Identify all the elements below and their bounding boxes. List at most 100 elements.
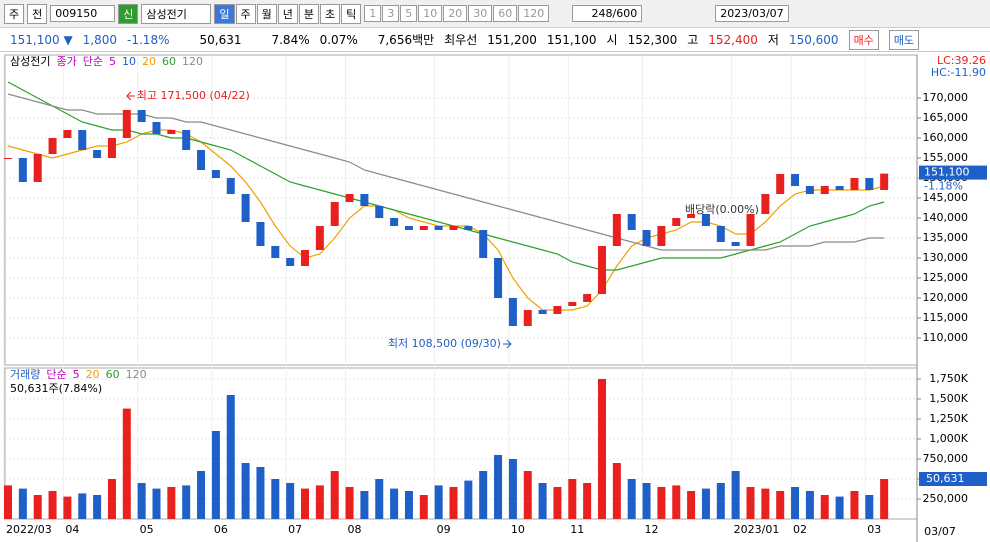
buy-button[interactable]: 매수	[848, 29, 879, 50]
candle	[93, 150, 102, 158]
period-button[interactable]: 틱	[341, 3, 362, 24]
period-button[interactable]: 일	[214, 3, 235, 24]
period-button[interactable]: 초	[320, 3, 341, 24]
volume-bar	[642, 483, 651, 519]
y-tick-label: 1,500K	[929, 392, 968, 405]
candle	[523, 310, 532, 326]
x-tick-label: 08	[348, 523, 362, 536]
period-button[interactable]: 년	[277, 3, 298, 24]
y-tick-label: 140,000	[923, 211, 969, 224]
ask: 151,200	[487, 32, 537, 47]
volume-bar	[449, 487, 458, 519]
volume-bar	[345, 487, 354, 519]
count-total: /600	[612, 7, 638, 20]
interval-button[interactable]: 120	[518, 5, 550, 22]
candle	[820, 186, 829, 194]
interval-button[interactable]: 60	[493, 5, 518, 22]
volume-bar	[271, 479, 280, 519]
count[interactable]: 248/600	[572, 5, 643, 22]
intervals: 1 3 5 10 20 30 60 120	[364, 5, 550, 22]
candle	[18, 158, 27, 182]
candle	[612, 214, 621, 246]
candle	[137, 110, 146, 122]
candle	[508, 298, 517, 326]
interval-button[interactable]: 5	[400, 5, 418, 22]
volume-bar	[761, 488, 770, 519]
volume-bar	[716, 483, 725, 519]
volume-bar	[568, 479, 577, 519]
legend-entry: 10	[122, 55, 136, 68]
arrow	[126, 91, 135, 101]
period-button[interactable]: 월	[256, 3, 277, 24]
high: 152,400	[708, 32, 758, 47]
candle	[553, 306, 562, 314]
y-tick-label: 130,000	[923, 251, 969, 264]
candle	[182, 130, 191, 150]
sell-button[interactable]: 매도	[888, 29, 920, 50]
date-input[interactable]: 2023/03/07	[715, 5, 789, 22]
interval-button[interactable]: 20	[443, 5, 468, 22]
y-tick-label: 160,000	[923, 131, 969, 144]
candle	[226, 178, 235, 194]
change-pct: -1.18%	[127, 32, 170, 47]
volume-bar	[687, 491, 696, 519]
amount: 7,656백만	[377, 33, 435, 47]
legend-entry: 5	[109, 55, 116, 68]
candle	[731, 242, 740, 246]
interval-button[interactable]: 3	[382, 5, 400, 22]
candle	[805, 186, 814, 194]
volume-bar	[479, 471, 488, 519]
y-tick-label: 135,000	[923, 231, 969, 244]
candle	[583, 294, 592, 302]
volume-bar	[4, 485, 12, 519]
candle	[687, 214, 696, 218]
code-input[interactable]: 009150	[50, 5, 116, 22]
price-box	[919, 165, 987, 180]
volume: 50,631	[199, 32, 242, 47]
volume-bar	[776, 491, 785, 519]
x-tick-label: 10	[511, 523, 525, 536]
legend-entry: 120	[126, 368, 147, 381]
high-label: 고	[687, 33, 699, 47]
candle	[122, 110, 131, 138]
volume-bar	[880, 479, 889, 519]
volume-bar	[63, 496, 72, 519]
legend-entry: 120	[182, 55, 203, 68]
legend-entry: 거래량	[10, 368, 40, 381]
chart: LC:39.26 HC:-11.90 03/07 110,000 115,000 1…	[3, 54, 987, 542]
last-date: 03/07	[924, 525, 956, 538]
candle	[33, 154, 42, 182]
price-box-label: 151,100	[924, 166, 970, 179]
period-button[interactable]: 분	[298, 3, 319, 24]
legend-entry: 단순	[46, 368, 66, 381]
volume-bar	[286, 483, 295, 519]
x-tick-label: 06	[214, 523, 228, 536]
x-tick-label: 03	[867, 523, 881, 536]
volume-bar	[390, 488, 399, 519]
interval-button[interactable]: 1	[364, 5, 382, 22]
candle	[776, 174, 785, 194]
volume-bar	[612, 463, 621, 519]
candle	[375, 206, 384, 218]
market-select[interactable]: 주	[4, 3, 25, 24]
lc: LC:39.26	[937, 54, 986, 67]
candle	[4, 158, 12, 159]
y-tick-label: 170,000	[923, 91, 969, 104]
volume-bar	[404, 491, 413, 519]
period-button[interactable]: 주	[235, 3, 256, 24]
candle	[315, 226, 324, 250]
bid: 151,100	[546, 32, 597, 47]
candle	[241, 194, 250, 222]
interval-button[interactable]: 10	[418, 5, 443, 22]
y-tick-label: 1,750K	[929, 372, 968, 385]
legend-entry: 20	[142, 55, 156, 68]
volume-bar	[434, 485, 443, 519]
volume-bar	[211, 431, 220, 519]
interval-button[interactable]: 30	[468, 5, 493, 22]
volume-box-label: 50,631	[926, 472, 965, 485]
x-tick-label: 2022/03	[6, 523, 52, 536]
type-select[interactable]: 전	[27, 3, 48, 24]
candle	[301, 250, 309, 266]
volume-bar	[820, 495, 829, 519]
